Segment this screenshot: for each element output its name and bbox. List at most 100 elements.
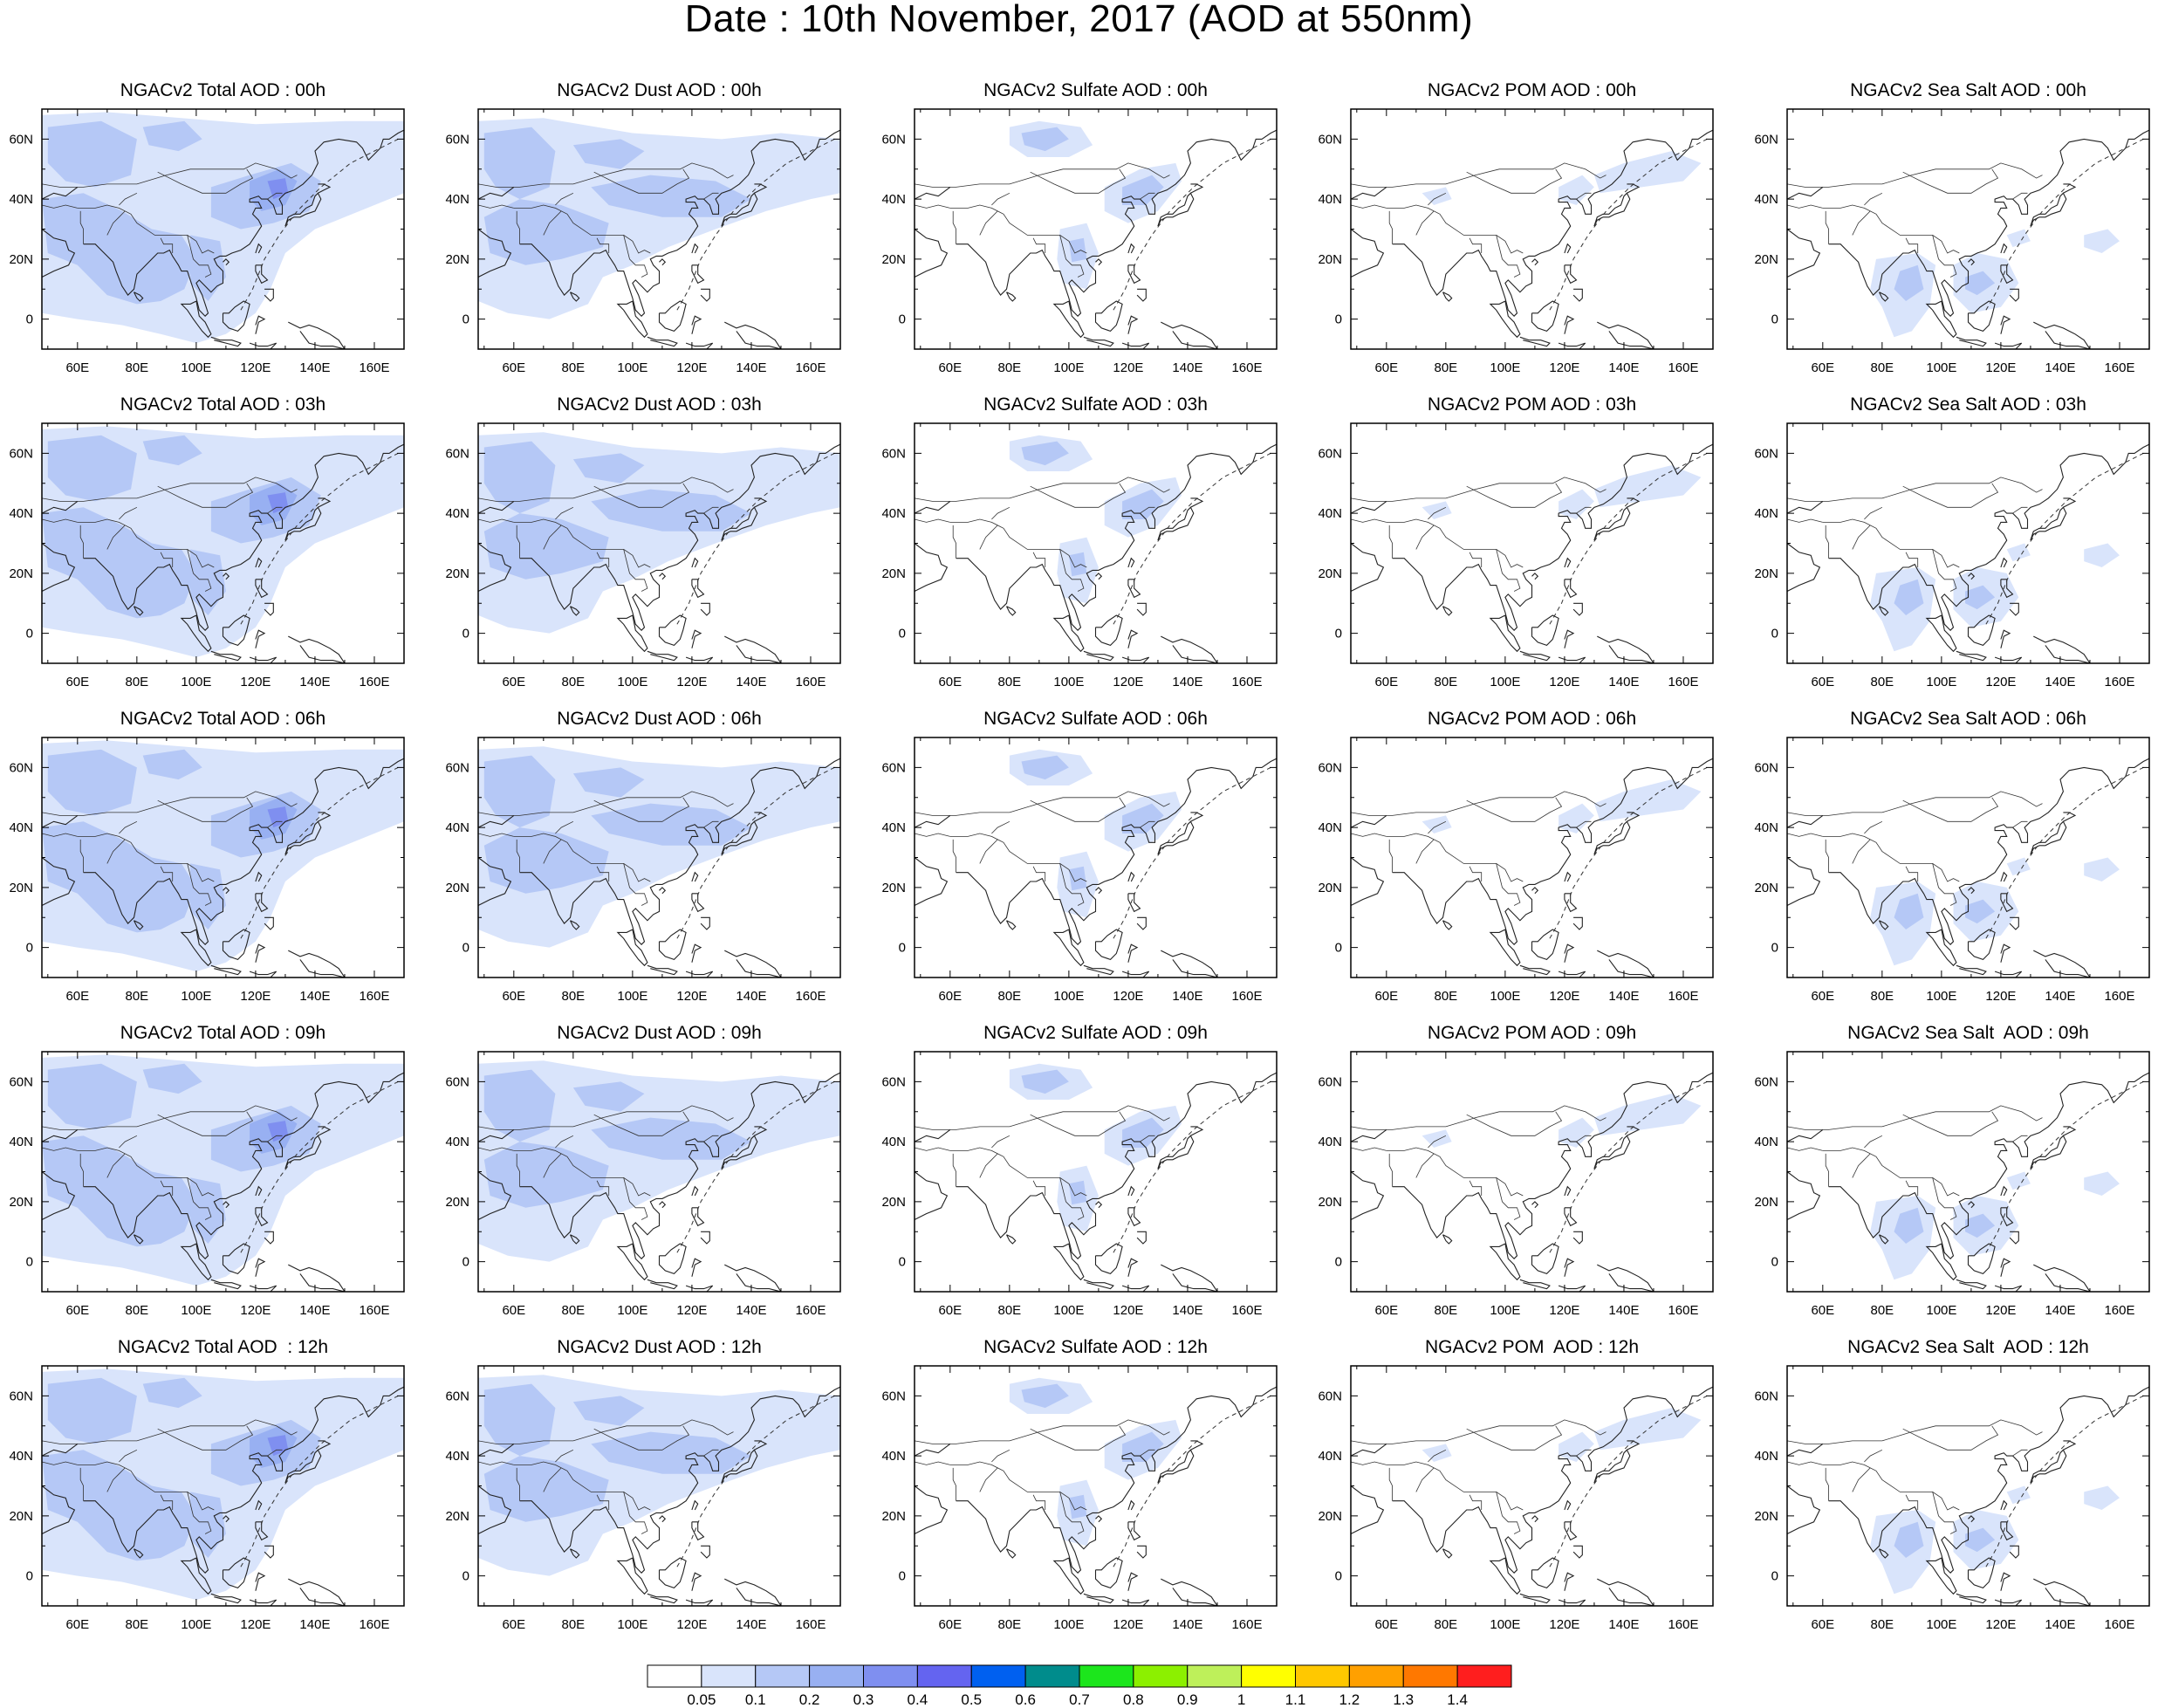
y-tick-label: 40N xyxy=(1318,506,1342,521)
coastline xyxy=(685,342,714,349)
country-border xyxy=(1140,192,1155,200)
x-tick-label: 60E xyxy=(1811,675,1834,689)
country-border xyxy=(1825,525,1829,559)
country-border xyxy=(1351,1461,1387,1465)
coastline xyxy=(1925,1243,1957,1281)
x-tick-label: 160E xyxy=(359,675,389,689)
coastline xyxy=(616,614,648,653)
coastline xyxy=(1190,812,1204,822)
x-tick-label: 60E xyxy=(938,989,962,1004)
country-border xyxy=(1351,791,1607,816)
coastline xyxy=(956,443,1277,631)
x-tick-label: 100E xyxy=(1926,675,1956,689)
panel-title: NGACv2 POM AOD : 09h xyxy=(1427,1023,1637,1043)
coastline xyxy=(1127,1185,1135,1197)
coastline xyxy=(1564,1207,1578,1227)
colorbar-tick-label: 0.9 xyxy=(1176,1691,1198,1708)
colorbar-tick-label: 0.6 xyxy=(1015,1691,1036,1708)
coastline xyxy=(2000,315,2011,334)
coastline xyxy=(1392,1072,1713,1259)
coastline xyxy=(1968,1201,1976,1209)
aod-contour-fill xyxy=(1593,1408,1702,1451)
x-tick-label: 100E xyxy=(1490,360,1520,375)
coastline xyxy=(691,1499,699,1511)
country-border xyxy=(1825,1153,1829,1187)
y-tick-label: 20N xyxy=(1754,566,1778,581)
y-tick-label: 60N xyxy=(1754,1389,1778,1403)
country-border xyxy=(1822,518,1960,568)
y-tick-label: 40N xyxy=(1754,1135,1778,1149)
aod-contour-fill xyxy=(591,175,751,217)
country-border xyxy=(1059,1177,1085,1220)
x-tick-label: 60E xyxy=(502,360,525,375)
country-border xyxy=(593,168,690,194)
aod-contour-fill xyxy=(2084,1171,2120,1196)
coastline xyxy=(915,1171,949,1220)
country-border xyxy=(703,506,719,514)
aod-contour-fill xyxy=(1422,1129,1452,1148)
country-border xyxy=(119,1449,138,1463)
y-tick-label: 40N xyxy=(9,506,33,521)
coastline xyxy=(1006,292,1017,302)
country-border xyxy=(1902,168,1999,194)
x-tick-label: 140E xyxy=(1172,360,1202,375)
y-tick-label: 0 xyxy=(899,312,906,327)
x-tick-label: 80E xyxy=(126,360,149,375)
country-border xyxy=(1428,506,1447,520)
panel-title: NGACv2 Total AOD : 03h xyxy=(120,394,326,415)
x-tick-label: 120E xyxy=(1985,1617,2016,1632)
aod-contour-fill xyxy=(572,453,645,484)
coastline xyxy=(1094,614,1123,647)
aod-contour-fill xyxy=(572,1396,645,1426)
country-border xyxy=(1469,866,1483,881)
country-border xyxy=(979,210,998,236)
country-border xyxy=(1059,235,1085,278)
island-chain xyxy=(1113,766,1271,939)
country-border xyxy=(1428,820,1447,834)
coastline xyxy=(478,814,515,828)
coastline xyxy=(659,1515,667,1523)
y-tick-label: 0 xyxy=(1335,627,1342,641)
x-tick-label: 160E xyxy=(1668,1303,1698,1318)
coastline xyxy=(1392,129,1713,317)
x-tick-label: 80E xyxy=(126,1303,149,1318)
figure-title: Date : 10th November, 2017 (AOD at 550nm… xyxy=(684,0,1474,40)
colorbar-box xyxy=(647,1664,702,1688)
y-tick-label: 40N xyxy=(445,820,469,835)
aod-contour-fill xyxy=(1068,552,1087,577)
coastline xyxy=(1968,887,1976,895)
coastline xyxy=(284,820,322,855)
island-chain xyxy=(676,452,835,625)
coastline xyxy=(249,656,277,663)
country-border xyxy=(555,506,574,520)
x-tick-label: 100E xyxy=(1053,1617,1084,1632)
colorbar-tick-label: 0.05 xyxy=(687,1691,716,1708)
country-border xyxy=(949,1461,1087,1511)
coastline xyxy=(1593,820,1631,855)
x-tick-label: 160E xyxy=(1668,989,1698,1004)
aod-contour-fill xyxy=(1965,899,1996,924)
colorbar-box xyxy=(1133,1664,1189,1688)
x-tick-label: 100E xyxy=(1053,1303,1084,1318)
coastline xyxy=(1094,1557,1123,1589)
country-border xyxy=(952,525,956,559)
colorbar-tick-label: 0.7 xyxy=(1069,1691,1090,1708)
country-border xyxy=(1032,237,1046,253)
coastline xyxy=(1925,929,1957,967)
x-tick-label: 140E xyxy=(299,360,330,375)
aod-contour-fill xyxy=(1021,127,1069,152)
coastline xyxy=(1558,1285,1586,1292)
coastline xyxy=(915,186,951,200)
panel-title: NGACv2 Total AOD : 00h xyxy=(120,80,326,100)
country-border xyxy=(513,833,651,882)
x-tick-label: 60E xyxy=(938,360,962,375)
colorbar-box xyxy=(863,1664,918,1688)
country-border xyxy=(42,1147,78,1151)
x-tick-label: 140E xyxy=(2045,360,2075,375)
y-tick-label: 20N xyxy=(881,1195,906,1210)
x-tick-label: 80E xyxy=(1871,675,1894,689)
coastline xyxy=(691,579,705,599)
coastline xyxy=(1127,315,1139,334)
coastline xyxy=(1627,183,1641,194)
aod-contour-fill xyxy=(1422,187,1452,205)
